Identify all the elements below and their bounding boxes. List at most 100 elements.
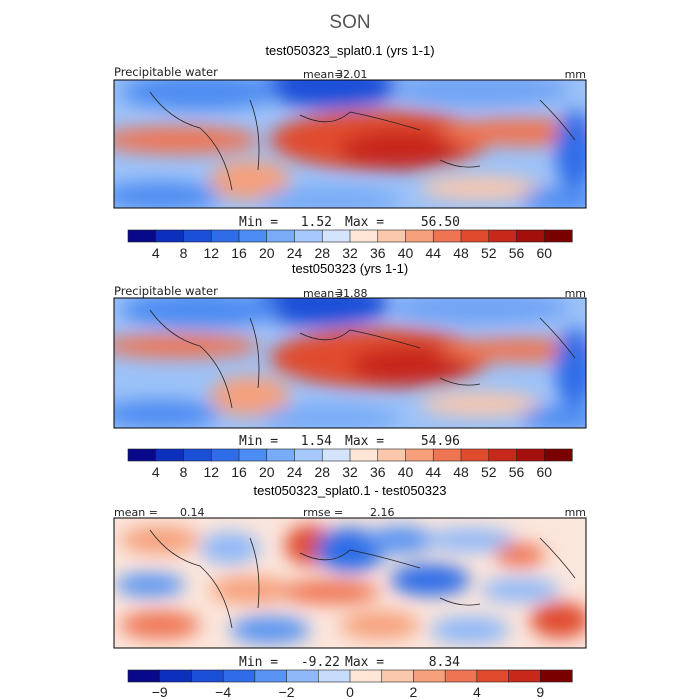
colorbar-tick-label: 36 xyxy=(370,464,386,480)
panel2-units: mm xyxy=(565,287,586,300)
panel3-colorbar: −9 −4 −2 0 2 4 9 xyxy=(127,669,573,700)
colorbar-swatch xyxy=(460,448,490,462)
colorbar-swatch xyxy=(508,669,541,683)
colorbar-swatch xyxy=(349,448,379,462)
panel3-map-field xyxy=(114,518,586,648)
colorbar-swatch xyxy=(516,229,545,243)
colorbar-swatch xyxy=(155,448,185,462)
colorbar-swatch xyxy=(405,229,434,243)
colorbar-swatch xyxy=(321,229,351,243)
panel1-title: test050323_splat0.1 (yrs 1-1) xyxy=(265,43,434,58)
colorbar-swatch xyxy=(321,448,351,462)
panel1-min-label: Min = xyxy=(239,215,278,230)
panel3-mean-label: mean = xyxy=(114,506,158,519)
colorbar-tick-label: 60 xyxy=(536,245,552,261)
panel2-max-label: Max = xyxy=(345,434,384,449)
colorbar-tick-label: 60 xyxy=(536,464,552,480)
colorbar-swatch xyxy=(191,669,224,683)
colorbar-swatch xyxy=(432,448,462,462)
colorbar-swatch xyxy=(254,669,288,683)
colorbar-swatch xyxy=(210,229,240,243)
colorbar-swatch xyxy=(460,229,490,243)
colorbar-swatch xyxy=(210,448,240,462)
colorbar-swatch xyxy=(488,448,518,462)
panel1-mean-value: 32.01 xyxy=(336,68,368,81)
colorbar-tick-label: 4 xyxy=(152,245,160,261)
colorbar-swatch xyxy=(266,448,296,462)
panel2-max-value: 54.96 xyxy=(421,434,460,449)
colorbar-tick-label: 40 xyxy=(398,245,414,261)
panel3-min-label: Min = xyxy=(239,655,278,670)
panel3-max-value: 8.34 xyxy=(429,655,460,670)
colorbar-swatch xyxy=(377,448,407,462)
panel3-rmse-value: 2.16 xyxy=(370,506,395,519)
panel2-colorbar: 4 8 12 16 20 24 28 32 36 40 44 48 52 56 60 xyxy=(127,448,573,480)
colorbar-swatch xyxy=(488,229,518,243)
colorbar-tick-label: 28 xyxy=(314,245,330,261)
colorbar-tick-label: 12 xyxy=(203,464,219,480)
colorbar-swatch xyxy=(183,229,212,243)
panel2-map-frame xyxy=(113,297,587,429)
colorbar-swatch xyxy=(349,669,383,683)
colorbar-tick-label: 52 xyxy=(481,464,497,480)
colorbar-tick-label: 12 xyxy=(203,245,219,261)
colorbar-swatch xyxy=(444,669,478,683)
colorbar-tick-label: 48 xyxy=(453,464,469,480)
panel1-colorbar: 4 8 12 16 20 24 28 32 36 40 44 48 52 56 60 xyxy=(127,229,573,261)
panel1-units: mm xyxy=(565,68,586,81)
colorbar-tick-label: 32 xyxy=(342,245,358,261)
panel2-min-label: Min = xyxy=(239,434,278,449)
colorbar-tick-label: 9 xyxy=(536,684,544,700)
panel2-mean-label: mean= xyxy=(303,287,343,300)
colorbar-tick-label: 16 xyxy=(231,464,247,480)
panel2-min-value: 1.54 xyxy=(301,434,332,449)
panel1-max-label: Max = xyxy=(345,215,384,230)
colorbar-swatch xyxy=(476,669,510,683)
colorbar-tick-label: 2 xyxy=(410,684,418,700)
colorbar-swatch xyxy=(381,669,415,683)
colorbar-tick-label: 56 xyxy=(509,464,525,480)
colorbar-swatch xyxy=(238,229,268,243)
panel3-mean-value: 0.14 xyxy=(180,506,205,519)
colorbar-tick-label: 4 xyxy=(473,684,481,700)
colorbar-tick-label: 44 xyxy=(425,245,441,261)
colorbar-swatch xyxy=(183,448,212,462)
panel3-rmse-label: rmse = xyxy=(303,506,343,519)
colorbar-swatch xyxy=(155,229,185,243)
panel1-min-value: 1.52 xyxy=(301,215,332,230)
colorbar-swatch xyxy=(543,229,573,243)
panel1-max-value: 56.50 xyxy=(421,215,460,230)
colorbar-swatch xyxy=(127,229,157,243)
colorbar-tick-label: 52 xyxy=(481,245,497,261)
colorbar-swatch xyxy=(543,448,573,462)
colorbar-tick-label: 36 xyxy=(370,245,386,261)
colorbar-swatch xyxy=(222,669,256,683)
colorbar-tick-label: 20 xyxy=(259,464,275,480)
colorbar-swatch xyxy=(349,229,379,243)
colorbar-tick-label: −9 xyxy=(152,684,168,700)
panel1-map-field xyxy=(114,80,586,208)
colorbar-swatch xyxy=(405,448,434,462)
colorbar-swatch xyxy=(377,229,407,243)
season-title: SON xyxy=(329,12,370,33)
colorbar-tick-label: 8 xyxy=(180,245,188,261)
colorbar-tick-label: 24 xyxy=(287,464,303,480)
colorbar-swatch xyxy=(539,669,573,683)
colorbar-swatch xyxy=(238,448,268,462)
colorbar-tick-label: −4 xyxy=(215,684,231,700)
colorbar-tick-label: 56 xyxy=(509,245,525,261)
colorbar-swatch xyxy=(413,669,446,683)
panel2-title: test050323 (yrs 1-1) xyxy=(292,261,408,276)
colorbar-swatch xyxy=(127,448,157,462)
colorbar-tick-label: 44 xyxy=(425,464,441,480)
panel2-variable-label: Precipitable water xyxy=(114,284,218,298)
colorbar-tick-label: 0 xyxy=(346,684,354,700)
panel3-max-label: Max = xyxy=(345,655,384,670)
colorbar-tick-label: 40 xyxy=(398,464,414,480)
panel2-map-field xyxy=(114,298,586,428)
colorbar-swatch xyxy=(159,669,193,683)
colorbar-swatch xyxy=(516,448,545,462)
colorbar-tick-label: 28 xyxy=(314,464,330,480)
colorbar-swatch xyxy=(432,229,462,243)
